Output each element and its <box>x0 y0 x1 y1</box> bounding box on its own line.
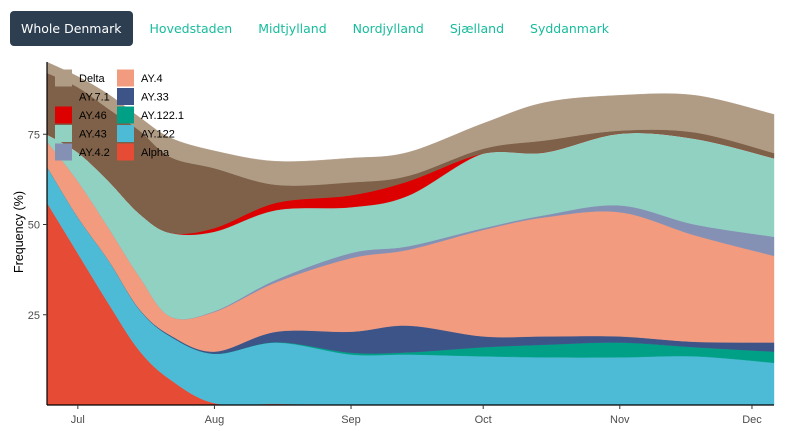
legend: Delta AY.7.1 AY.46 AY.43 AY.4.2 AY.4 AY.33 AY.1… <box>55 69 184 161</box>
legend-label-ay-122: AY.122 <box>141 129 175 141</box>
legend-label-ay-7-1: AY.7.1 <box>79 92 110 104</box>
legend-label-ay-43: AY.43 <box>79 129 107 141</box>
legend-label-delta: Delta <box>79 73 106 85</box>
legend-swatch-ay-46 <box>55 106 72 124</box>
axes <box>46 62 774 406</box>
legend-label-ay-122-1: AY.122.1 <box>141 110 184 122</box>
legend-label-ay-33: AY.33 <box>141 92 169 104</box>
legend-label-ay-46: AY.46 <box>79 110 107 122</box>
region-tabs: Whole Denmark Hovedstaden Midtjylland No… <box>10 11 622 46</box>
x-tick-label-aug: Aug <box>205 414 225 426</box>
y-tick-label: 25 <box>28 310 40 322</box>
y-tick-label: 50 <box>28 220 40 232</box>
legend-swatch-ay-122 <box>117 125 134 142</box>
legend-swatch-ay-7-1 <box>55 88 72 105</box>
x-tick-label-sep: Sep <box>341 414 361 426</box>
legend-swatch-ay-43 <box>55 125 72 142</box>
y-ticks: 25 50 75 <box>28 129 47 322</box>
legend-label-ay-4: AY.4 <box>141 73 163 85</box>
tab-whole-denmark[interactable]: Whole Denmark <box>10 11 133 46</box>
stacked-areas <box>46 61 775 406</box>
legend-swatch-delta <box>55 69 72 87</box>
tab-midtjylland[interactable]: Midtjylland <box>258 21 327 36</box>
x-ticks: Jul Aug Sep Oct Nov Dec <box>71 405 762 426</box>
tab-hovedstaden[interactable]: Hovedstaden <box>149 21 233 36</box>
x-tick-label-dec: Dec <box>742 414 762 426</box>
x-tick-label-nov: Nov <box>610 414 630 426</box>
tab-syddanmark[interactable]: Syddanmark <box>530 21 610 36</box>
y-axis-title: Frequency (%) <box>12 191 26 273</box>
area-delta <box>46 61 775 186</box>
legend-swatch-alpha <box>117 143 134 161</box>
tab-nordjylland[interactable]: Nordjylland <box>352 21 424 36</box>
x-tick-label-oct: Oct <box>475 414 492 426</box>
legend-swatch-ay-122-1 <box>117 106 134 124</box>
legend-swatch-ay-4-2 <box>55 143 72 161</box>
legend-swatch-ay-33 <box>117 88 134 105</box>
legend-label-ay-4-2: AY.4.2 <box>79 147 110 159</box>
y-tick-label: 75 <box>28 129 40 141</box>
tab-sjaelland[interactable]: Sjælland <box>449 21 505 36</box>
legend-swatch-ay-4 <box>117 69 134 87</box>
x-tick-label-jul: Jul <box>71 414 85 426</box>
legend-label-alpha: Alpha <box>141 147 170 159</box>
